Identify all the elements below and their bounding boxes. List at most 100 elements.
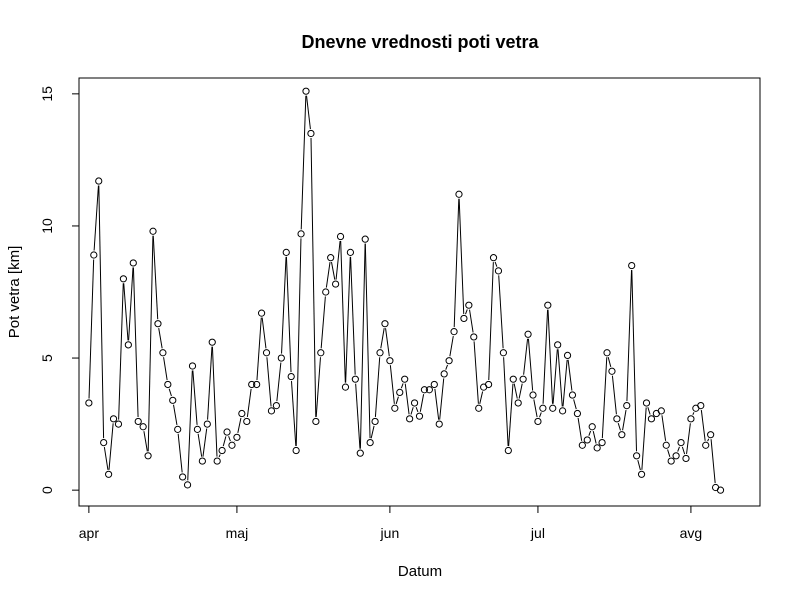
series-line-segment: [256, 317, 262, 381]
series-line-segment: [415, 407, 419, 413]
series-line-segment: [498, 275, 504, 349]
data-point: [292, 446, 300, 455]
data-point: [588, 423, 596, 431]
series-line-segment: [449, 335, 454, 357]
series-line-segment: [285, 256, 292, 373]
series-line-segment: [158, 328, 163, 349]
series-line-segment: [103, 446, 109, 470]
series-line-segment: [237, 417, 242, 434]
data-point: [129, 259, 137, 267]
data-point: [608, 367, 616, 375]
data-point: [406, 415, 414, 423]
series-line-segment: [364, 243, 371, 439]
data-point: [179, 473, 187, 481]
series-line-segment: [434, 388, 440, 420]
series-line-segment: [290, 380, 297, 447]
series-line-segment: [281, 256, 287, 354]
series-layer: [85, 87, 725, 494]
data-point: [322, 288, 330, 296]
data-point: [183, 481, 192, 489]
data-point: [554, 341, 562, 349]
series-line-segment: [458, 198, 465, 314]
data-point: [489, 254, 498, 262]
series-line-segment: [622, 409, 627, 431]
series-line-segment: [445, 364, 449, 370]
series-line-segment: [647, 407, 651, 415]
series-line-segment: [404, 383, 410, 415]
series-line-segment: [488, 262, 494, 380]
series-line-segment: [211, 346, 218, 457]
data-point: [248, 380, 256, 389]
series-line-segment: [177, 433, 183, 473]
data-point: [716, 486, 725, 494]
data-point: [361, 235, 369, 243]
y-axis: 0 5 10 15: [39, 86, 80, 494]
series-line-segment: [370, 425, 375, 439]
data-point: [484, 380, 493, 389]
series-line-segment: [315, 357, 321, 418]
series-line-segment: [547, 309, 554, 404]
series-line-segment: [400, 383, 404, 389]
series-line-segment: [513, 383, 518, 399]
series-line-segment: [637, 460, 641, 471]
x-tick-label: apr: [79, 525, 100, 541]
series-line-segment: [163, 357, 168, 381]
data-point: [159, 349, 167, 357]
data-point: [336, 232, 345, 241]
data-point: [203, 420, 211, 428]
data-point: [623, 402, 631, 410]
series-line-segment: [523, 338, 529, 375]
data-point: [440, 370, 448, 378]
data-point: [662, 441, 670, 449]
data-point: [618, 431, 626, 439]
series-line-segment: [562, 359, 568, 407]
data-point: [519, 375, 527, 383]
series-line-segment: [168, 388, 172, 397]
data-point: [262, 349, 271, 357]
x-axis-label: Datum: [398, 563, 442, 580]
series-line-segment: [518, 383, 523, 399]
data-point: [514, 399, 522, 407]
data-point: [435, 420, 443, 428]
data-point: [445, 357, 453, 365]
series-line-segment: [601, 357, 608, 439]
data-point: [524, 330, 532, 338]
series-line-segment: [686, 423, 691, 455]
data-point: [687, 415, 695, 423]
plot-area-border: [78, 77, 761, 507]
series-line-segment: [692, 412, 695, 415]
series-line-segment: [533, 399, 538, 418]
series-line-segment: [469, 309, 474, 333]
data-point: [114, 420, 123, 428]
data-point: [302, 87, 310, 95]
data-point: [386, 357, 394, 365]
series-line-segment: [108, 423, 114, 470]
series-line-segment: [567, 359, 573, 391]
series-line-segment: [607, 356, 612, 368]
series-line-segment: [218, 454, 221, 458]
data-point: [667, 457, 675, 465]
series-line-segment: [395, 396, 399, 405]
series-line-segment: [173, 404, 178, 426]
data-point: [430, 380, 438, 389]
series-line-segment: [465, 309, 468, 315]
series-line-segment: [355, 383, 361, 449]
series-line-segment: [573, 399, 577, 410]
series-line-segment: [617, 422, 621, 431]
data-point: [647, 415, 656, 423]
data-point: [707, 431, 715, 439]
data-point: [188, 362, 197, 370]
data-point: [642, 399, 651, 407]
series-line-segment: [641, 407, 647, 470]
data-point: [529, 391, 537, 399]
data-point: [198, 457, 206, 465]
data-point: [297, 230, 305, 238]
data-point: [578, 441, 586, 449]
data-point: [144, 452, 152, 460]
x-tick-label: maj: [226, 525, 249, 541]
series-line-segment: [557, 349, 563, 407]
series-line-segment: [128, 267, 134, 341]
data-point: [238, 409, 246, 418]
data-point: [559, 407, 567, 415]
